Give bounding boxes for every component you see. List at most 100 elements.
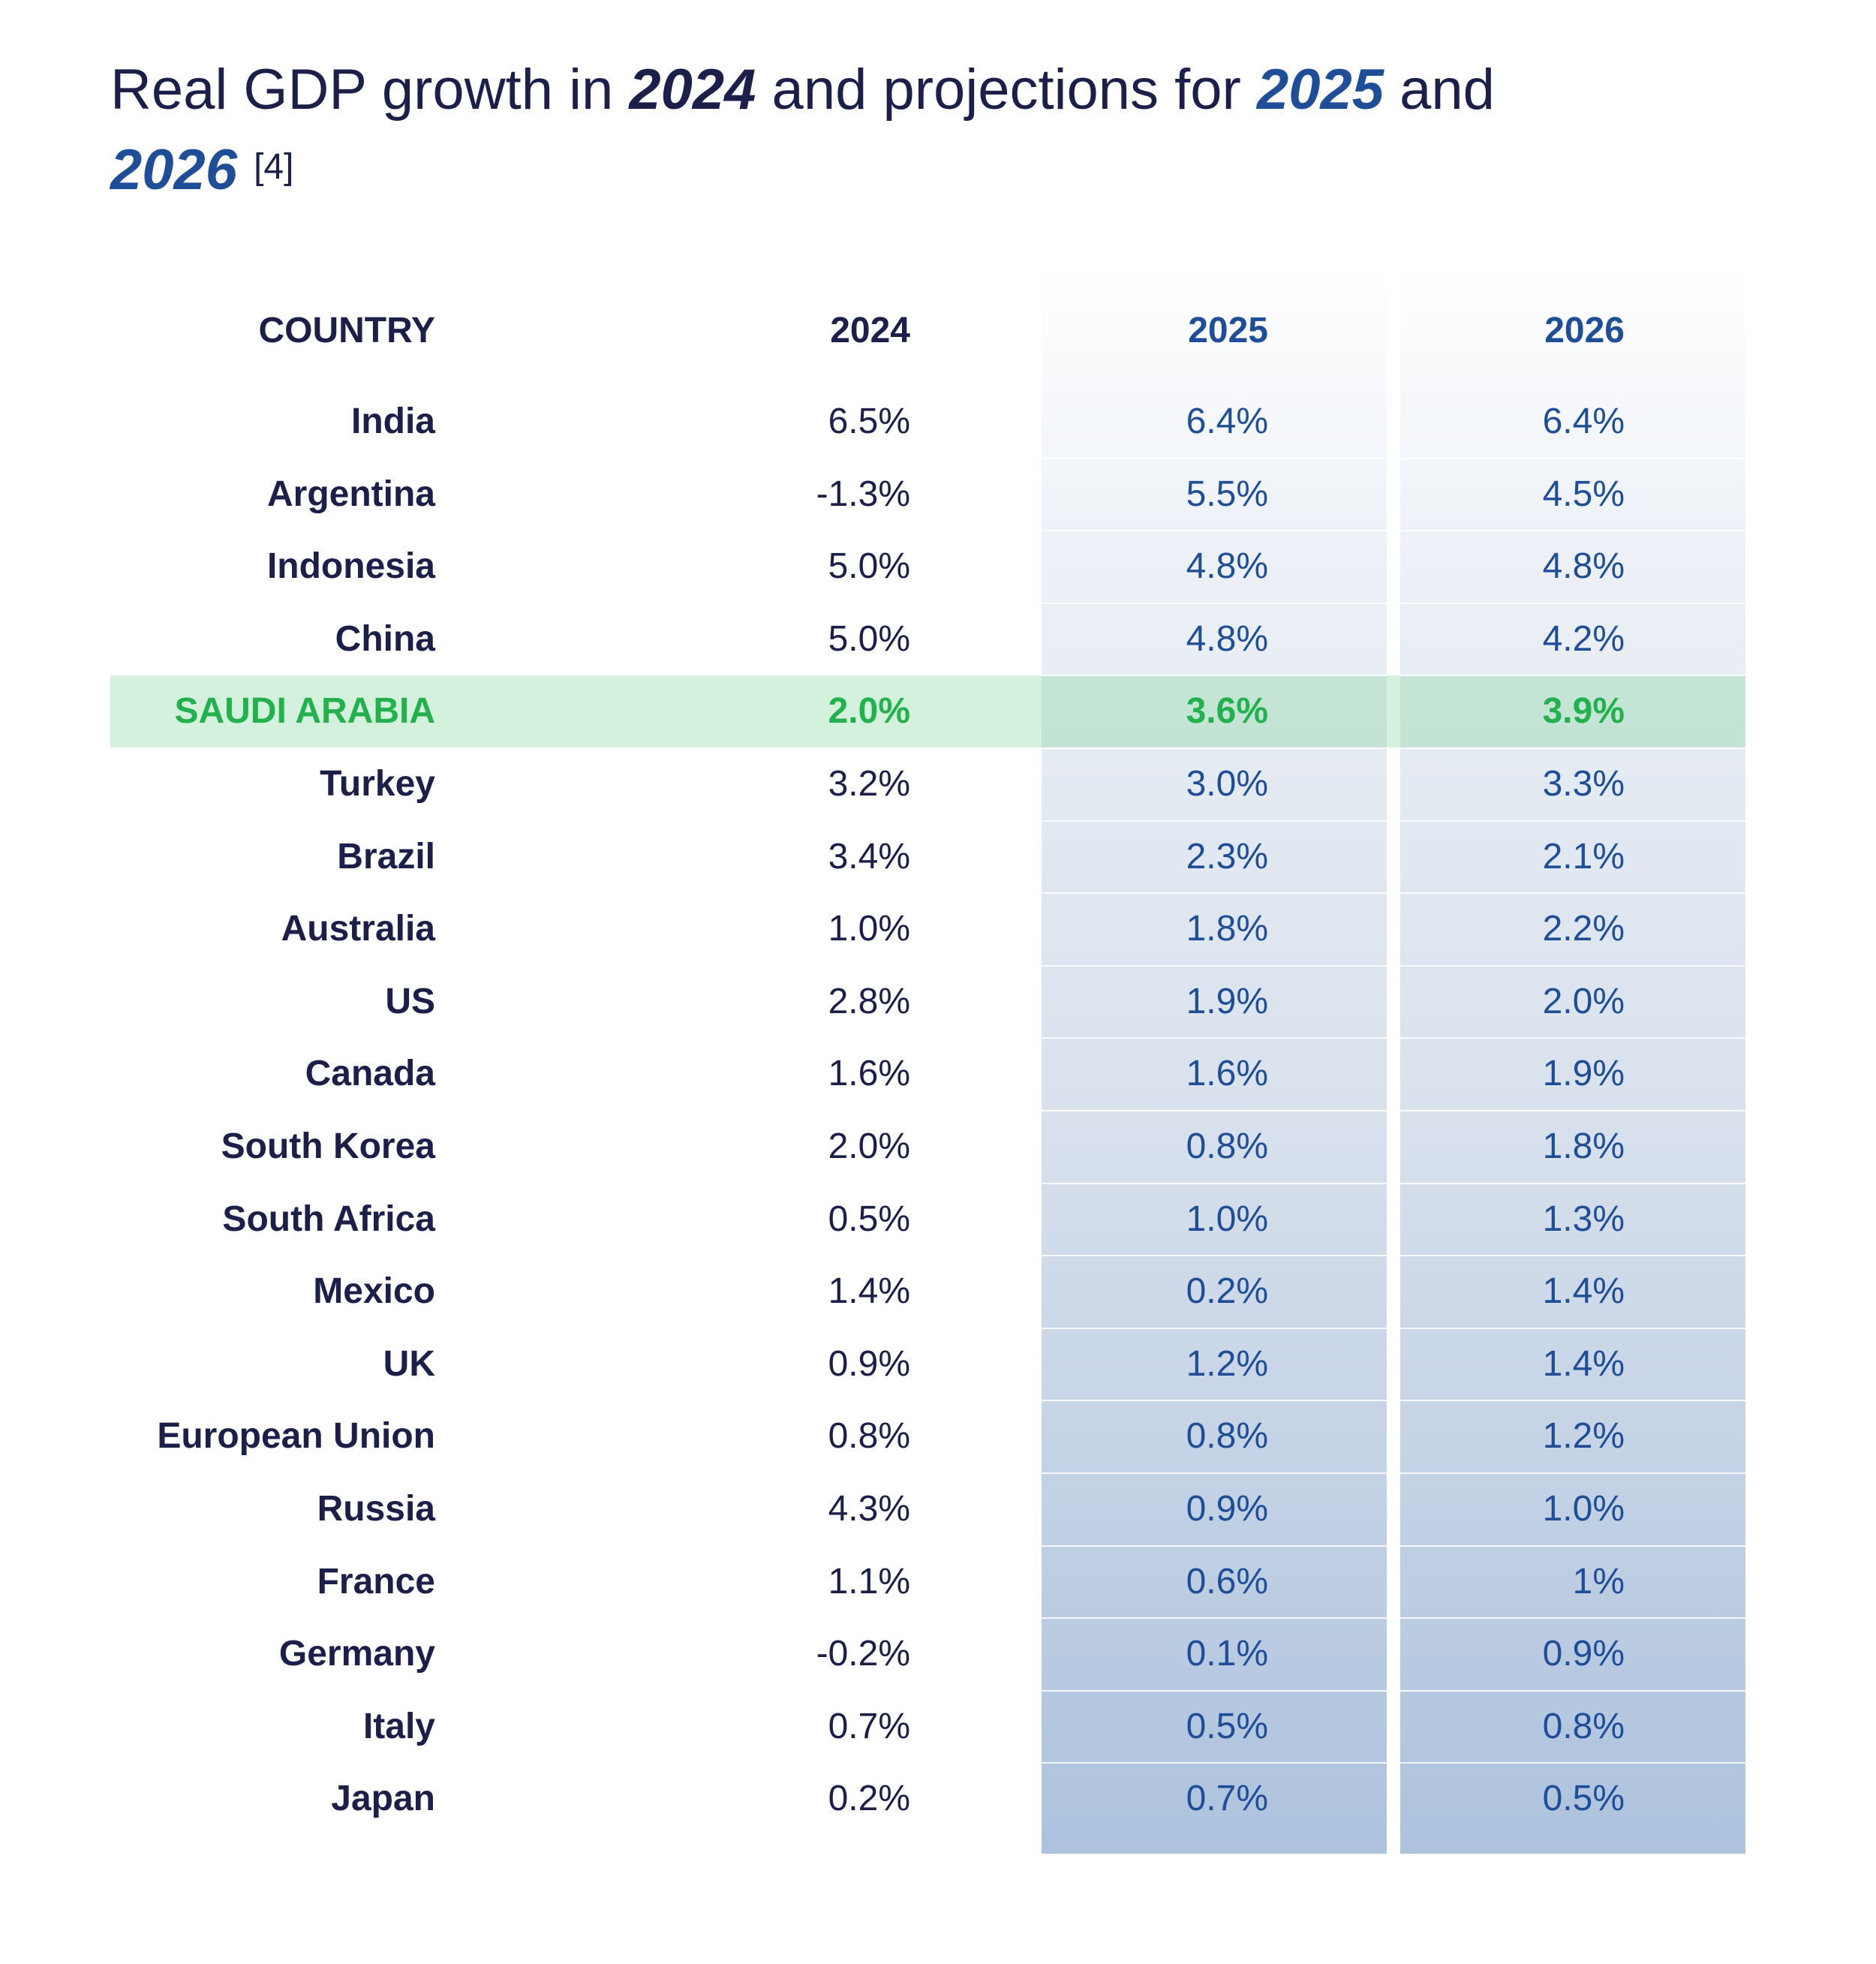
cell-2026: 1.3%	[1542, 1199, 1625, 1239]
row-divider	[1042, 530, 1387, 531]
title-year-2025: 2025	[1256, 58, 1384, 122]
title-year-2026: 2026	[110, 138, 238, 202]
cell-2024: 0.9%	[828, 1344, 910, 1384]
cell-2025: 2.3%	[1186, 837, 1268, 877]
row-divider	[1400, 892, 1745, 894]
cell-2026: 1.4%	[1542, 1271, 1625, 1311]
row-divider	[1042, 1617, 1387, 1619]
row-divider	[1042, 820, 1387, 822]
cell-country: Indonesia	[266, 546, 435, 586]
row-divider	[1400, 1110, 1745, 1111]
row-divider	[1042, 1183, 1387, 1184]
header-2026: 2026	[1544, 311, 1625, 350]
row-divider	[1400, 747, 1745, 749]
cell-country: Italy	[362, 1707, 435, 1746]
cell-country: US	[385, 982, 435, 1021]
cell-2024: 3.2%	[828, 764, 910, 804]
cell-2024: 1.6%	[828, 1054, 910, 1093]
cell-2025: 6.4%	[1186, 402, 1268, 441]
cell-2024: 0.2%	[828, 1779, 910, 1818]
row-divider	[1400, 530, 1745, 531]
row-divider	[1400, 1255, 1745, 1256]
cell-2026: 0.8%	[1542, 1707, 1625, 1746]
row-divider	[1042, 892, 1387, 894]
row-divider	[1042, 1255, 1387, 1256]
row-divider	[1400, 1762, 1745, 1764]
cell-2026: 1.9%	[1542, 1054, 1625, 1093]
cell-2025: 1.2%	[1186, 1344, 1268, 1384]
cell-country: Russia	[317, 1489, 435, 1529]
cell-2025: 1.0%	[1186, 1199, 1268, 1239]
row-divider	[1400, 1545, 1745, 1547]
row-divider	[1400, 603, 1745, 604]
cell-2026: 2.2%	[1542, 909, 1625, 949]
cell-2026: 3.9%	[1542, 691, 1625, 731]
row-divider	[1400, 965, 1745, 967]
cell-2024: 0.7%	[828, 1707, 910, 1746]
row-divider	[1400, 1328, 1745, 1329]
cell-country: India	[350, 402, 435, 441]
title-prefix: Real GDP growth in	[110, 58, 630, 122]
column-2026-background	[1400, 263, 1745, 1854]
title-middle: and projections for	[756, 58, 1257, 122]
cell-2024: -1.3%	[816, 474, 910, 514]
cell-2024: 6.5%	[828, 402, 910, 441]
cell-2025: 4.8%	[1186, 546, 1268, 586]
cell-2026: 3.3%	[1542, 764, 1625, 804]
row-divider	[1042, 1037, 1387, 1039]
cell-2025: 4.8%	[1186, 619, 1268, 659]
header-2024: 2024	[830, 311, 910, 350]
row-divider	[1400, 675, 1745, 676]
cell-country: Japan	[331, 1779, 435, 1818]
row-divider	[1400, 1400, 1745, 1401]
row-divider	[1400, 1690, 1745, 1692]
cell-country: Australia	[281, 909, 435, 949]
cell-2024: 2.8%	[828, 982, 910, 1021]
row-divider	[1042, 747, 1387, 749]
row-divider	[1042, 965, 1387, 967]
cell-country: European Union	[157, 1416, 435, 1456]
cell-2024: 1.1%	[828, 1562, 910, 1602]
title-conjunction: and	[1384, 58, 1495, 122]
row-divider	[1400, 1472, 1745, 1474]
cell-2024: 0.5%	[828, 1199, 910, 1239]
cell-2026: 4.5%	[1542, 474, 1625, 514]
cell-2026: 4.2%	[1542, 619, 1625, 659]
cell-2025: 0.8%	[1186, 1416, 1268, 1456]
cell-country: South Africa	[222, 1199, 435, 1239]
cell-2025: 1.6%	[1186, 1054, 1268, 1093]
header-country: COUNTRY	[258, 311, 435, 350]
cell-2026: 1.8%	[1542, 1126, 1625, 1166]
cell-2026: 4.8%	[1542, 546, 1625, 586]
cell-2025: 1.8%	[1186, 909, 1268, 949]
cell-2025: 0.8%	[1186, 1126, 1268, 1166]
row-divider	[1042, 1400, 1387, 1401]
title-reference: [4]	[254, 147, 294, 187]
cell-2025: 5.5%	[1186, 474, 1268, 514]
cell-country: SAUDI ARABIA	[174, 691, 435, 731]
cell-2026: 1%	[1572, 1562, 1625, 1602]
cell-2025: 0.2%	[1186, 1271, 1268, 1311]
column-2025-background	[1042, 263, 1387, 1854]
cell-country: Canada	[305, 1054, 435, 1093]
cell-2025: 3.0%	[1186, 764, 1268, 804]
cell-country: South Korea	[221, 1126, 435, 1166]
cell-2025: 1.9%	[1186, 982, 1268, 1021]
cell-2024: 0.8%	[828, 1416, 910, 1456]
cell-country: Turkey	[320, 764, 435, 804]
cell-2026: 2.1%	[1542, 837, 1625, 877]
row-divider	[1400, 458, 1745, 459]
cell-2026: 1.0%	[1542, 1489, 1625, 1529]
cell-2025: 0.6%	[1186, 1562, 1268, 1602]
row-divider	[1400, 1183, 1745, 1184]
cell-country: Argentina	[266, 474, 435, 514]
cell-country: Germany	[278, 1634, 435, 1674]
highlight-band	[110, 675, 1745, 747]
row-divider	[1042, 1545, 1387, 1547]
cell-2024: 5.0%	[828, 546, 910, 586]
cell-country: China	[335, 619, 435, 659]
cell-2025: 3.6%	[1186, 691, 1268, 731]
row-divider	[1042, 458, 1387, 459]
row-divider	[1400, 1617, 1745, 1619]
cell-2026: 0.9%	[1542, 1634, 1625, 1674]
